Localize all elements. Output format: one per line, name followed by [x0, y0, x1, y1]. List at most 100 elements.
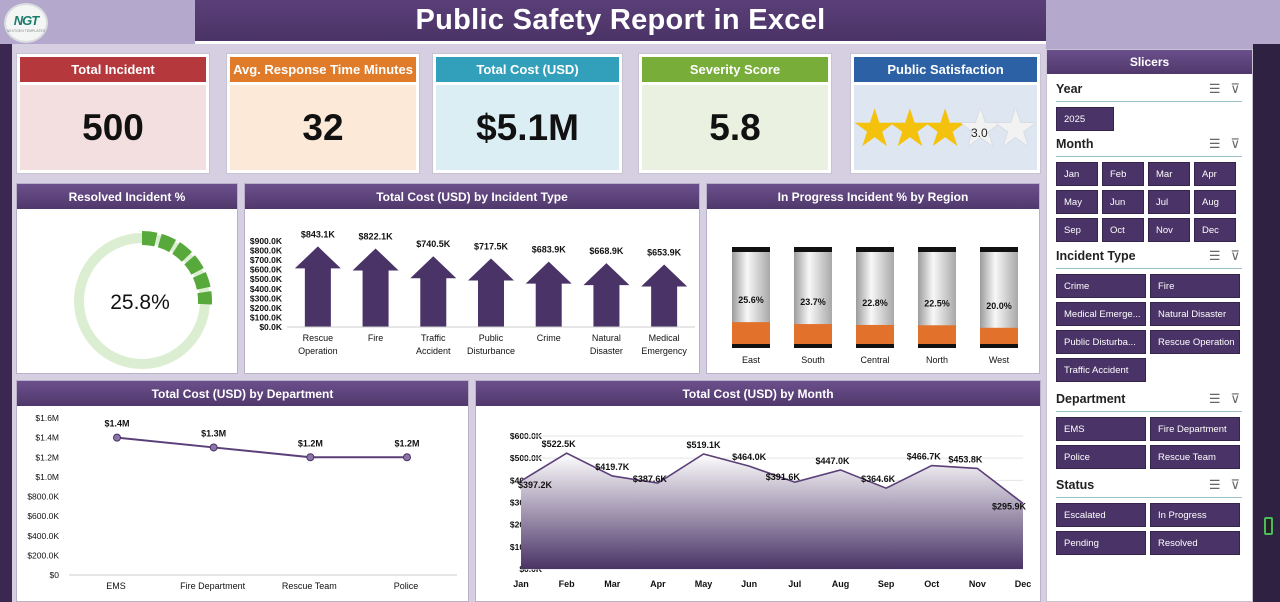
slicer-item[interactable]: Fire	[1150, 274, 1240, 298]
satisfaction-value: 3.0	[971, 126, 988, 140]
star-filled-icon: ★	[889, 101, 931, 154]
slicer-item[interactable]: Jul	[1148, 190, 1190, 214]
bar-cap	[856, 247, 894, 252]
slicer-items: Escalated In Progress Pending Resolved	[1056, 503, 1242, 555]
kpi-card: Total Incident 500	[16, 53, 210, 174]
bar	[856, 324, 894, 348]
multi-select-icon[interactable]: ☰	[1208, 248, 1221, 263]
kpi-card: Avg. Response Time Minutes 32	[226, 53, 420, 174]
y-tick-label: $800.0K	[27, 492, 59, 502]
slicer-item[interactable]: Public Disturba...	[1056, 330, 1146, 354]
slicer-item[interactable]: Natural Disaster	[1150, 302, 1240, 326]
slicer-item[interactable]: Crime	[1056, 274, 1146, 298]
x-tick-label: East	[742, 355, 761, 365]
y-tick-label: $0	[50, 570, 60, 580]
slicer-item[interactable]: Pending	[1056, 531, 1146, 555]
slicer-items: Crime Fire Medical Emerge... Natural Disast…	[1056, 274, 1242, 382]
clear-filter-icon[interactable]: ⊽	[1230, 477, 1240, 492]
slicer-item[interactable]: May	[1056, 190, 1098, 214]
slicer-item[interactable]: Sep	[1056, 218, 1098, 242]
x-tick-label: Mar	[604, 579, 621, 589]
slicer-toolbar: ☰ ⊽	[1209, 477, 1240, 493]
resolved-donut-chart: 25.8%	[74, 231, 212, 369]
x-tick-label: Jul	[788, 579, 801, 589]
bar-cap	[732, 247, 770, 252]
slicer-item[interactable]: EMS	[1056, 417, 1146, 441]
cost-by-type-chart: $900.0K$800.0K$700.0K$600.0K$500.0K$400.…	[250, 229, 695, 356]
slicer-label: Status	[1056, 478, 1095, 492]
x-tick-label: Natural	[592, 333, 621, 343]
data-label: $447.0K	[815, 456, 850, 466]
slicer-item[interactable]: Jun	[1102, 190, 1144, 214]
y-tick-label: $1.0M	[35, 472, 59, 482]
data-label: 22.8%	[862, 298, 888, 308]
x-tick-label: North	[926, 355, 948, 365]
y-tick-label: $100.0K	[250, 312, 283, 322]
data-label: $519.1K	[687, 440, 722, 450]
multi-select-icon[interactable]: ☰	[1208, 81, 1221, 96]
slicer-item[interactable]: Jan	[1056, 162, 1098, 186]
x-tick-label: Police	[394, 581, 419, 591]
bar	[583, 263, 630, 327]
data-label: $683.9K	[532, 245, 567, 255]
y-tick-label: $1.6M	[35, 413, 59, 423]
kpi-value: 32	[302, 106, 344, 148]
multi-select-icon[interactable]: ☰	[1208, 136, 1221, 151]
clear-filter-icon[interactable]: ⊽	[1230, 248, 1240, 263]
slicer-item[interactable]: Feb	[1102, 162, 1144, 186]
slicer-item[interactable]: Aug	[1194, 190, 1236, 214]
bar-base	[918, 344, 956, 348]
corner-background	[1253, 0, 1280, 44]
slicer-items: EMS Fire Department Police Rescue Team	[1056, 417, 1242, 469]
data-label: $453.8K	[948, 454, 983, 464]
clear-filter-icon[interactable]: ⊽	[1230, 81, 1240, 96]
multi-select-icon[interactable]: ☰	[1208, 391, 1221, 406]
star-empty-icon: ★	[959, 101, 1001, 154]
y-tick-label: $400.0K	[250, 284, 283, 294]
data-label: $364.6K	[861, 474, 896, 484]
slicer-item[interactable]: In Progress	[1150, 503, 1240, 527]
slicers-pane: Slicers Year ☰ ⊽ 2025 Month ☰ ⊽ Jan Feb Mar Apr May…	[1046, 49, 1253, 602]
x-tick-label: Public	[479, 333, 504, 343]
slicer-label: Year	[1056, 82, 1083, 96]
slicer-item[interactable]: Fire Department	[1150, 417, 1240, 441]
x-tick-label: Accident	[416, 346, 451, 356]
slicer-item[interactable]: Oct	[1102, 218, 1144, 242]
y-tick-label: $1.4M	[35, 433, 59, 443]
slicer-item[interactable]: Escalated	[1056, 503, 1146, 527]
x-tick-label: Nov	[969, 579, 986, 589]
slicer-item[interactable]: Resolved	[1150, 531, 1240, 555]
slicer-item[interactable]: Dec	[1194, 218, 1236, 242]
logo-subtext: NEXTGEN TEMPLATES	[6, 29, 46, 33]
slicer-divider	[1056, 101, 1242, 102]
slicer-label: Incident Type	[1056, 249, 1136, 263]
slicer-item[interactable]: Nov	[1148, 218, 1190, 242]
data-label: $466.7K	[907, 452, 942, 462]
y-tick-label: $400.0K	[27, 531, 59, 541]
slicer-divider	[1056, 411, 1242, 412]
slicer-item[interactable]: Rescue Team	[1150, 445, 1240, 469]
clear-filter-icon[interactable]: ⊽	[1230, 136, 1240, 151]
bar-base	[794, 344, 832, 348]
bar	[732, 322, 770, 348]
resize-handle[interactable]	[1264, 517, 1273, 535]
slicer-item[interactable]: 2025	[1056, 107, 1114, 131]
data-label: $1.3M	[201, 428, 226, 438]
slicer-item[interactable]: Police	[1056, 445, 1146, 469]
slicer-item[interactable]: Apr	[1194, 162, 1236, 186]
multi-select-icon[interactable]: ☰	[1208, 477, 1221, 492]
slicers-title: Slicers	[1047, 50, 1252, 74]
x-tick-label: Central	[860, 355, 889, 365]
series-line	[116, 436, 407, 459]
kpi-body: 500	[20, 85, 206, 170]
slicer-item[interactable]: Medical Emerge...	[1056, 302, 1146, 326]
clear-filter-icon[interactable]: ⊽	[1230, 391, 1240, 406]
slicer-item[interactable]: Rescue Operation	[1150, 330, 1240, 354]
slicer-item[interactable]: Mar	[1148, 162, 1190, 186]
x-tick-label: Traffic	[421, 333, 446, 343]
cost-by-department-panel: Total Cost (USD) by Department $1.6M $1.4…	[16, 380, 469, 602]
kpi-label: Total Cost (USD)	[436, 57, 619, 82]
x-tick-label: Aug	[832, 579, 850, 589]
slicer-item[interactable]: Traffic Accident	[1056, 358, 1146, 382]
x-tick-label: Medical	[649, 333, 680, 343]
